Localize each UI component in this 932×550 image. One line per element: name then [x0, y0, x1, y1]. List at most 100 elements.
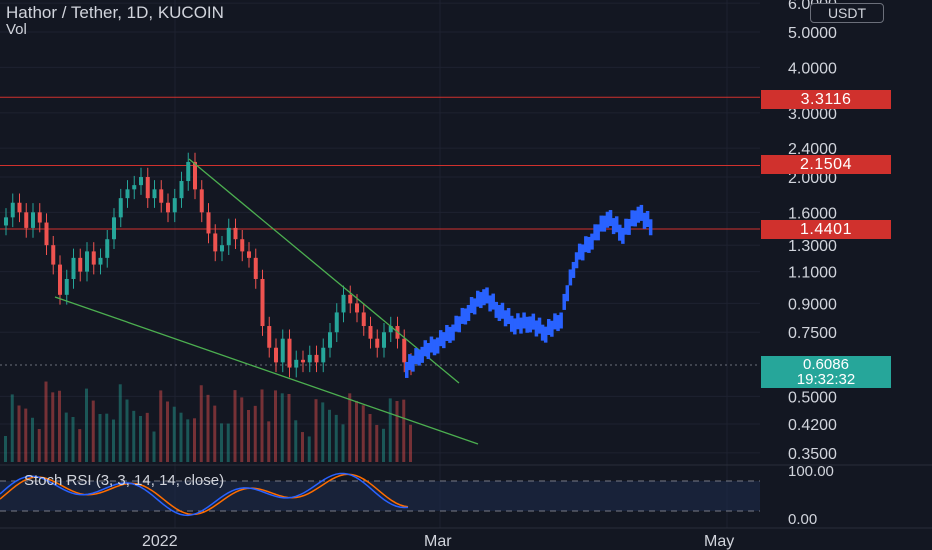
candle-body [71, 257, 76, 279]
candle-body [388, 326, 393, 333]
candle-body [44, 222, 49, 246]
projection-bar [448, 326, 452, 343]
level-tag-2-1504: 2.1504 [761, 155, 891, 174]
projection-bar [457, 316, 461, 333]
candle-body [132, 185, 137, 190]
volume-bar [287, 394, 291, 462]
volume-bar [37, 429, 41, 462]
projection-bar [531, 313, 536, 330]
volume-bar [10, 394, 14, 462]
projection-bar [411, 355, 415, 372]
candle-body [179, 181, 184, 199]
projection-bar [596, 224, 600, 241]
projection-bar [611, 218, 616, 235]
volume-bar [112, 419, 115, 462]
candle-body [125, 189, 130, 199]
descending-trendline[interactable] [188, 158, 460, 384]
projection-bar [624, 218, 628, 235]
candle-body [341, 294, 346, 313]
candle-body [274, 347, 278, 363]
volume-bar [260, 389, 264, 462]
candle-body [314, 354, 319, 363]
level-tag-3-3116: 3.3116 [761, 90, 891, 109]
projection-bars-pattern[interactable] [405, 204, 653, 378]
projection-bar [605, 211, 610, 228]
projection-bar [513, 318, 517, 335]
candle-body [361, 312, 366, 327]
volume-bar [280, 393, 284, 462]
projection-bar [472, 298, 477, 315]
volume-bar [206, 394, 210, 462]
volume-bar [375, 424, 379, 462]
symbol-title[interactable]: Hathor / Tether, 1D, KUCOIN [6, 3, 224, 22]
volume-bar [294, 420, 298, 462]
projection-bar [562, 293, 566, 310]
projection-bar [476, 290, 480, 307]
volume-bar [159, 390, 163, 462]
volume-legend-label[interactable]: Vol [6, 21, 27, 38]
projection-bar [618, 224, 622, 241]
price-tick-label: 0.4200 [788, 417, 837, 434]
price-tick-label: 1.1000 [788, 265, 837, 282]
volume-bar [193, 418, 196, 462]
projection-bar [432, 339, 437, 356]
price-tick-label: 3.0000 [788, 106, 837, 123]
projection-bar [497, 304, 502, 321]
volume-bar [233, 390, 237, 462]
volume-bar [17, 405, 21, 462]
projection-bar [593, 224, 597, 241]
projection-bar [509, 315, 514, 332]
candle-body [17, 202, 22, 213]
volume-bar [166, 401, 169, 462]
projection-bar [491, 293, 495, 310]
lower-support-trendline[interactable] [54, 296, 479, 445]
volume-bar [179, 412, 183, 462]
projection-bar [482, 289, 486, 306]
volume-bar [71, 417, 75, 462]
candle-body [287, 338, 292, 368]
projection-bar [580, 244, 585, 261]
projection-bar [639, 204, 644, 221]
projection-bar [590, 233, 594, 250]
candle-body [402, 338, 407, 363]
volume-bar [64, 412, 68, 462]
volume-bar [139, 416, 142, 462]
candle-body [213, 233, 218, 252]
candle-body [4, 217, 8, 226]
projection-bar [621, 227, 625, 244]
projection-bar [577, 243, 582, 260]
projection-bar [454, 315, 458, 332]
projection-bar [516, 313, 520, 330]
volume-bar [253, 405, 257, 462]
projection-bar [571, 261, 576, 278]
projection-bar [627, 218, 631, 235]
candle-body [112, 217, 116, 240]
projection-bar [537, 317, 542, 334]
projection-bar [614, 216, 619, 233]
projection-bar [494, 301, 499, 318]
projection-bar [469, 296, 474, 313]
stoch-d-line [0, 473, 409, 516]
projection-bar [556, 315, 560, 332]
projection-bar [587, 236, 591, 253]
projection-bar [633, 210, 637, 227]
volume-bar [395, 401, 399, 462]
candle-body [58, 264, 62, 295]
projection-bar [442, 332, 446, 349]
projection-bar [642, 212, 647, 229]
candle-body [172, 198, 177, 213]
candle-body [226, 227, 231, 246]
volume-bar [328, 409, 331, 462]
projection-bar [451, 324, 455, 341]
volume-bar [355, 400, 358, 462]
candle-body [382, 332, 386, 348]
currency-selector-button[interactable]: USDT [810, 3, 884, 23]
stoch-rsi-legend-label[interactable]: Stoch RSI (3, 3, 14, 14, close) [24, 472, 225, 489]
projection-bar [519, 317, 523, 334]
stoch-k-line [0, 472, 409, 517]
candlesticks [4, 152, 413, 378]
candle-body [307, 354, 312, 363]
candle-body [334, 312, 339, 333]
horizontal-level-lines[interactable] [0, 96, 760, 230]
